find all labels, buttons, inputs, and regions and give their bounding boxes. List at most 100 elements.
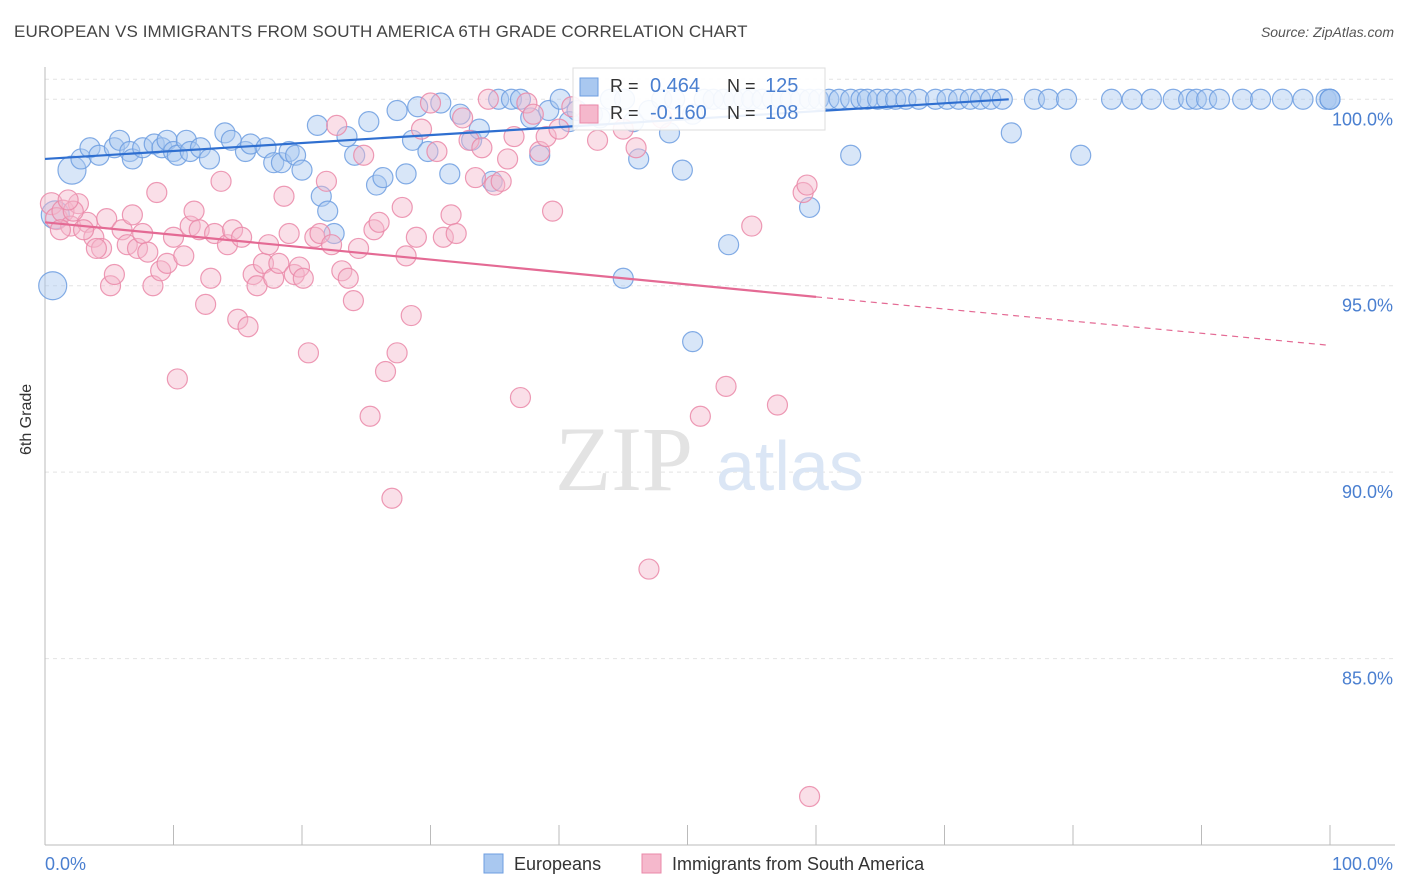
european-point — [344, 144, 366, 166]
immigrant-point — [471, 137, 493, 159]
european-point — [198, 148, 221, 170]
y-tick-label: 95.0% — [1342, 296, 1393, 316]
immigrant-point — [85, 237, 108, 260]
immigrant-point — [715, 375, 737, 397]
european-point — [38, 271, 68, 301]
immigrants-trend-line — [44, 221, 817, 298]
immigrant-point — [166, 368, 188, 390]
immigrant-point — [103, 263, 125, 286]
immigrant-point — [374, 360, 397, 383]
european-point — [386, 99, 408, 122]
european-point — [1121, 88, 1143, 110]
european-point — [1000, 122, 1022, 144]
european-point — [1208, 88, 1231, 110]
european-point — [263, 152, 285, 174]
immigrant-point — [162, 226, 185, 248]
immigrant-point — [516, 92, 538, 114]
immigrant-point — [689, 405, 711, 427]
immigrant-point — [292, 267, 314, 289]
european-point — [372, 166, 394, 189]
immigrant-point — [62, 200, 84, 222]
immigrant-point — [440, 204, 462, 226]
stats-n-value: 125 — [765, 75, 798, 97]
european-point — [1178, 88, 1200, 110]
source-label: Source: ZipAtlas.com — [1260, 24, 1394, 40]
european-point — [439, 163, 461, 185]
x-tick-label: 0.0% — [45, 854, 86, 874]
immigrant-point — [183, 200, 205, 222]
european-point — [481, 170, 503, 192]
immigrant-point — [231, 226, 253, 248]
immigrant-point — [90, 237, 113, 260]
immigrant-point — [337, 267, 359, 289]
stats-legend-box — [572, 67, 826, 131]
stats-n-label: N = — [727, 76, 756, 96]
watermark-atlas: atlas — [716, 427, 864, 505]
immigrant-point — [766, 394, 789, 416]
immigrant-point — [586, 129, 609, 151]
immigrant-point — [445, 222, 467, 245]
immigrant-point — [638, 558, 660, 580]
legend-label-immigrants: Immigrants from South America — [672, 854, 925, 874]
european-point — [417, 140, 439, 163]
y-tick-label: 90.0% — [1342, 482, 1393, 502]
stats-r-label: R = — [610, 76, 639, 96]
immigrant-point — [452, 107, 474, 129]
immigrant-point — [347, 237, 370, 260]
european-point — [79, 137, 101, 159]
immigrant-point — [490, 170, 512, 192]
immigrant-point — [288, 256, 311, 278]
european-point — [1162, 88, 1184, 110]
immigrant-point — [503, 125, 525, 148]
immigrant-point — [541, 200, 564, 222]
immigrant-point — [796, 174, 818, 196]
immigrant-point — [359, 405, 381, 427]
immigrant-point — [195, 293, 217, 315]
european-point — [317, 200, 339, 222]
stats-n-label: N = — [727, 103, 756, 123]
immigrant-point — [121, 204, 143, 226]
x-tick-label: 100.0% — [1332, 854, 1393, 874]
immigrant-point — [405, 226, 427, 248]
immigrant-point — [522, 103, 544, 125]
immigrant-point — [39, 192, 64, 216]
y-tick-label: 85.0% — [1342, 669, 1393, 689]
immigrant-point — [391, 196, 413, 219]
european-point — [1055, 88, 1078, 110]
immigrant-point — [57, 189, 79, 211]
immigrant-point — [200, 267, 222, 289]
european-point — [1140, 88, 1162, 110]
stats-r-label: R = — [610, 103, 639, 123]
stats-legend: R = 0.464 N = 125 R = -0.160 N = 108 — [572, 67, 826, 131]
immigrant-point — [625, 137, 647, 159]
immigrant-point — [477, 88, 499, 110]
stats-swatch — [579, 104, 599, 124]
european-point — [876, 88, 898, 110]
european-point — [449, 103, 471, 125]
chart-title: EUROPEAN VS IMMIGRANTS FROM SOUTH AMERIC… — [14, 22, 748, 41]
legend-label-europeans: Europeans — [514, 854, 601, 874]
european-point — [840, 144, 862, 166]
immigrant-point — [99, 275, 122, 297]
immigrants-series — [39, 88, 821, 808]
immigrant-point — [353, 144, 375, 166]
immigrant-point — [309, 222, 331, 245]
immigrant-point — [432, 226, 454, 248]
european-point — [1037, 88, 1060, 110]
immigrant-point — [173, 245, 195, 267]
immigrant-point — [484, 174, 506, 196]
immigrant-point — [464, 166, 487, 189]
immigrant-point — [798, 785, 821, 808]
european-point — [1319, 88, 1341, 110]
y-tick-label: 100.0% — [1332, 109, 1393, 129]
european-point — [948, 88, 970, 110]
immigrant-point — [146, 181, 168, 204]
european-point — [407, 96, 429, 118]
immigrants-trend-extension — [815, 296, 1331, 346]
immigrant-point — [72, 219, 95, 241]
european-point — [1100, 88, 1123, 110]
bottom-legend: Europeans Immigrants from South America — [483, 853, 925, 874]
watermark-zip: ZIP — [555, 408, 693, 510]
european-point — [395, 163, 417, 185]
watermark: ZIP atlas — [555, 408, 864, 510]
